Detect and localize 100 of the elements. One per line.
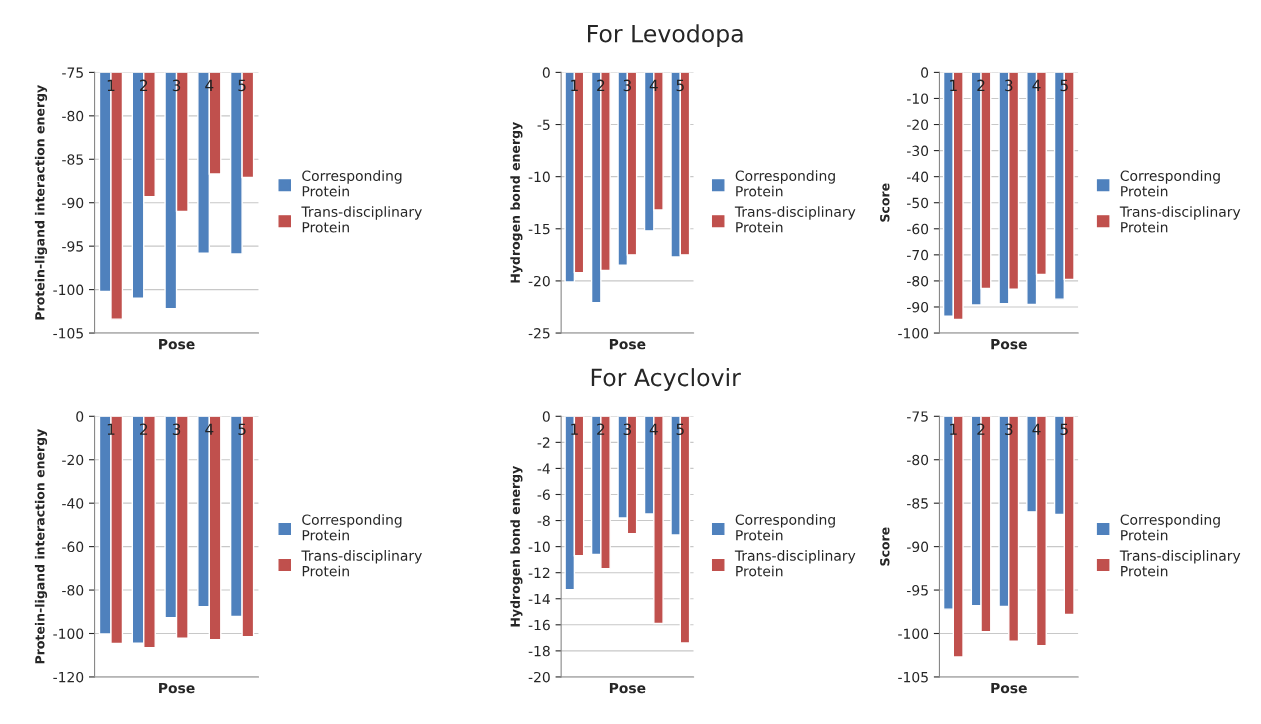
- legend-label: Corresponding Protein: [302, 514, 402, 541]
- y-axis-title: Score: [880, 527, 890, 566]
- y-tick-label: -60: [907, 223, 929, 235]
- y-tick-label: -80: [907, 454, 929, 466]
- legend-label: Corresponding Protein: [302, 170, 402, 197]
- chart-title: For Acyclovir: [591, 368, 741, 391]
- y-tick-label: -50: [907, 197, 929, 209]
- x-tick-label: 3: [623, 423, 631, 436]
- y-tick-label: -70: [907, 249, 929, 261]
- y-tick-label: -4: [537, 463, 550, 474]
- y-axis-title: Hydrogen bond energy: [510, 122, 523, 283]
- x-tick-label: 4: [649, 79, 658, 91]
- legend-label: Trans-disciplinary Protein: [1119, 550, 1241, 577]
- x-tick-label: 2: [977, 423, 985, 435]
- x-tick-label: 4: [1032, 423, 1041, 435]
- y-tick-label: -85: [907, 498, 928, 509]
- y-tick-label: -95: [62, 241, 83, 252]
- x-tick-label: 3: [1005, 423, 1013, 436]
- y-tick-label: -14: [528, 593, 550, 605]
- y-tick-label: 0: [921, 67, 929, 78]
- y-tick-label: -6: [537, 489, 550, 500]
- y-tick-label: -20: [907, 119, 929, 130]
- x-tick-label: 4: [649, 423, 658, 435]
- y-tick-label: -100: [53, 284, 84, 296]
- x-tick-label: 4: [205, 79, 214, 91]
- x-tick-label: 5: [676, 79, 684, 92]
- x-tick-label: 1: [571, 79, 578, 91]
- legend-label: Trans-disciplinary Protein: [1119, 206, 1241, 233]
- y-tick-label: -100: [53, 628, 84, 639]
- x-tick-label: 2: [140, 423, 148, 435]
- legend-label: Corresponding Protein: [735, 514, 835, 541]
- x-tick-label: 4: [1032, 79, 1041, 91]
- y-tick-label: -95: [907, 585, 928, 596]
- y-tick-label: -40: [907, 171, 929, 183]
- y-tick-label: -90: [907, 301, 929, 313]
- y-axis-title: Score: [880, 183, 890, 222]
- x-tick-label: 3: [623, 79, 631, 92]
- y-tick-label: -105: [898, 671, 928, 683]
- x-tick-label: 2: [597, 79, 605, 91]
- y-tick-label: -100: [898, 328, 929, 339]
- y-tick-label: -8: [537, 515, 550, 527]
- x-tick-label: 5: [1060, 79, 1068, 92]
- y-tick-label: -80: [62, 585, 84, 596]
- legend-label: Corresponding Protein: [1120, 514, 1220, 541]
- y-axis-title: Hydrogen bond energy: [510, 465, 523, 627]
- y-tick-label: -5: [537, 119, 550, 130]
- y-tick-label: -90: [907, 541, 929, 553]
- x-tick-label: 5: [238, 79, 246, 92]
- x-axis-title: Pose: [991, 682, 1027, 694]
- y-tick-label: -80: [62, 110, 84, 122]
- x-tick-label: 2: [597, 423, 605, 435]
- x-axis-title: Pose: [609, 339, 646, 350]
- y-axis-title: Protein-ligand interaction energy: [34, 428, 48, 664]
- y-tick-label: -75: [62, 67, 83, 78]
- x-tick-label: 3: [1005, 79, 1013, 92]
- y-tick-label: 0: [542, 67, 550, 78]
- y-tick-label: -10: [907, 93, 929, 104]
- y-tick-label: -75: [907, 411, 928, 422]
- x-axis-title: Pose: [159, 682, 195, 694]
- y-tick-label: -90: [62, 197, 84, 209]
- y-tick-label: -25: [528, 328, 550, 339]
- x-tick-label: 1: [950, 423, 957, 435]
- y-tick-label: -120: [53, 671, 84, 683]
- x-tick-label: 1: [950, 79, 957, 91]
- x-tick-label: 1: [107, 423, 115, 435]
- y-tick-label: -100: [898, 628, 929, 639]
- x-tick-label: 1: [107, 79, 115, 91]
- legend-label: Corresponding Protein: [1120, 170, 1220, 197]
- y-tick-label: -10: [528, 171, 550, 183]
- y-tick-label: -85: [62, 154, 83, 165]
- y-tick-label: -15: [528, 223, 550, 235]
- y-tick-label: -105: [53, 328, 83, 339]
- y-tick-label: -10: [528, 541, 550, 553]
- x-tick-label: 3: [172, 423, 181, 436]
- y-tick-label: 0: [76, 411, 84, 422]
- legend-label: Trans-disciplinary Protein: [301, 550, 422, 577]
- x-axis-title: Pose: [991, 339, 1027, 350]
- y-tick-label: -40: [62, 498, 84, 509]
- x-axis-title: Pose: [159, 339, 195, 350]
- y-tick-label: -18: [528, 645, 550, 657]
- y-tick-label: -20: [62, 454, 84, 466]
- x-tick-label: 5: [238, 423, 246, 436]
- x-tick-label: 3: [172, 79, 181, 92]
- y-tick-label: -16: [528, 619, 550, 631]
- legend-label: Corresponding Protein: [735, 170, 835, 197]
- x-tick-label: 2: [977, 79, 985, 91]
- x-tick-label: 5: [676, 423, 684, 436]
- y-tick-label: -2: [537, 437, 550, 448]
- x-tick-label: 2: [140, 79, 148, 91]
- x-tick-label: 5: [1060, 423, 1068, 436]
- y-tick-label: -20: [528, 275, 550, 287]
- legend-label: Trans-disciplinary Protein: [734, 206, 856, 233]
- y-tick-label: -30: [907, 145, 929, 157]
- y-tick-label: -20: [528, 671, 550, 683]
- y-tick-label: -12: [528, 567, 550, 578]
- y-tick-label: 0: [542, 411, 550, 422]
- legend-label: Trans-disciplinary Protein: [301, 206, 422, 233]
- y-tick-label: -80: [907, 275, 929, 287]
- x-tick-label: 1: [571, 423, 578, 435]
- x-tick-label: 4: [205, 423, 214, 435]
